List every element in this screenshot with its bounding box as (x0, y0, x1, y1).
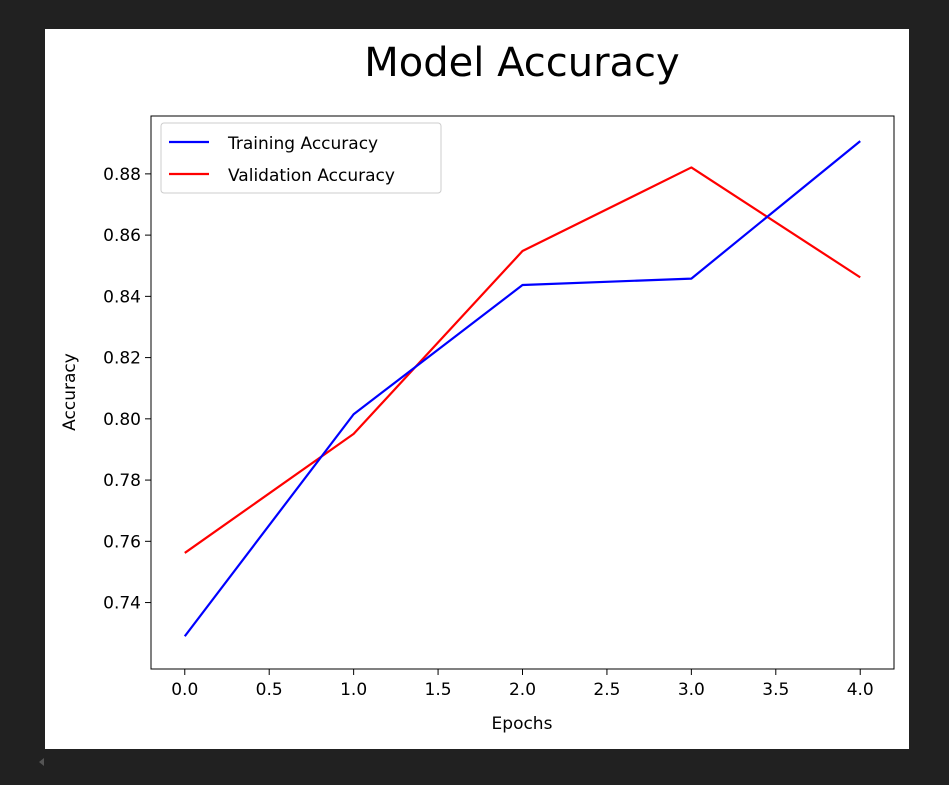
chart-title: Model Accuracy (364, 40, 679, 86)
x-tick-label: 2.0 (509, 680, 536, 700)
x-tick-label: 2.5 (593, 680, 620, 700)
y-tick-label: 0.84 (103, 287, 141, 307)
x-tick-label: 1.0 (340, 680, 367, 700)
y-tick-label: 0.74 (103, 594, 141, 614)
x-tick-label: 0.0 (171, 680, 198, 700)
legend-label-validation: Validation Accuracy (228, 166, 395, 186)
x-tick-label: 1.5 (425, 680, 452, 700)
legend: Training Accuracy Validation Accuracy (160, 122, 442, 194)
x-axis-label: Epochs (492, 714, 553, 734)
series-layer (183, 140, 861, 637)
chart-figure: Model Accuracy 0.0 0.5 1.0 1.5 2.0 2.5 3.0 3.5 4… (45, 29, 909, 749)
y-tick-label: 0.78 (103, 471, 141, 491)
plot-area-frame (150, 115, 895, 670)
legend-label-training: Training Accuracy (227, 134, 378, 154)
y-tick-label: 0.86 (103, 226, 141, 246)
x-tick-label: 3.5 (762, 680, 789, 700)
series-line-training (183, 140, 861, 637)
y-tick-label: 0.88 (103, 165, 141, 185)
y-tick-label: 0.76 (103, 532, 141, 552)
y-tick-label: 0.82 (103, 349, 141, 369)
scroll-left-arrow-icon[interactable] (39, 758, 44, 766)
y-axis-ticks: 0.74 0.76 0.78 0.80 0.82 0.84 0.86 0.88 (103, 165, 151, 614)
y-axis-label: Accuracy (60, 353, 80, 431)
legend-box (160, 122, 442, 194)
x-tick-label: 4.0 (847, 680, 874, 700)
series-line-validation (184, 166, 861, 554)
x-tick-label: 0.5 (256, 680, 283, 700)
y-tick-label: 0.80 (103, 410, 141, 430)
x-tick-label: 3.0 (678, 680, 705, 700)
chart-svg: Model Accuracy 0.0 0.5 1.0 1.5 2.0 2.5 3.0 3.5 4… (60, 40, 895, 734)
x-axis-ticks: 0.0 0.5 1.0 1.5 2.0 2.5 3.0 3.5 4.0 (171, 669, 874, 700)
